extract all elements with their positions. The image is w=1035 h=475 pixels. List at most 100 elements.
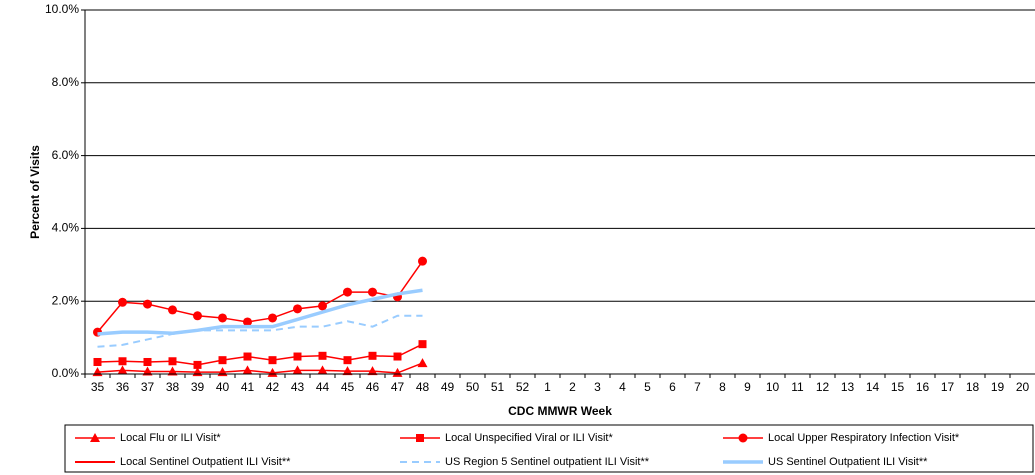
marker [268,313,277,323]
x-tick-label: 46 [366,380,380,394]
y-tick-label: 8.0% [52,75,80,89]
marker [293,304,302,314]
x-tick-label: 9 [744,380,751,394]
x-tick-label: 43 [291,380,305,394]
x-tick-label: 36 [116,380,130,394]
y-tick-label: 2.0% [52,293,80,307]
marker [193,360,202,369]
x-tick-label: 47 [391,380,405,394]
marker [143,299,152,309]
x-tick-label: 3 [594,380,601,394]
marker [417,358,428,368]
marker [218,356,227,365]
x-tick-label: 18 [966,380,980,394]
series-line [97,343,423,366]
legend-box [64,424,1034,473]
marker [243,317,252,327]
marker [418,340,427,349]
marker [318,301,327,311]
x-tick-label: 41 [241,380,255,394]
series-line [96,260,424,333]
x-tick-label: 50 [466,380,480,394]
marker [292,365,303,375]
x-tick-label: 15 [891,380,905,394]
marker [117,365,128,375]
marker [168,305,177,315]
marker [243,352,252,361]
legend-label: Local Sentinel Outpatient ILI Visit** [120,456,291,468]
x-tick-label: 37 [141,380,155,394]
marker [267,367,278,377]
x-tick-label: 38 [166,380,180,394]
marker [368,351,377,360]
y-tick-label: 6.0% [52,148,80,162]
marker [738,433,748,443]
marker [93,357,102,366]
marker [193,311,202,321]
x-tick-label: 16 [916,380,930,394]
x-tick-label: 40 [216,380,230,394]
y-axis-title: Percent of Visits [28,145,42,239]
marker [416,434,424,442]
marker [142,366,153,376]
marker [392,367,403,377]
y-tick-label: 10.0% [45,2,79,16]
legend-label: Local Flu or ILI Visit* [120,432,221,444]
legend-label: Local Unspecified Viral or ILI Visit* [445,432,613,444]
marker [343,287,352,297]
x-tick-label: 52 [516,380,530,394]
x-tick-label: 45 [341,380,355,394]
x-tick-label: 11 [791,380,804,394]
marker [343,356,352,365]
x-tick-label: 44 [316,380,330,394]
legend-label: Local Upper Respiratory Infection Visit* [768,432,960,444]
x-tick-label: 13 [841,380,855,394]
x-axis-title: CDC MMWR Week [508,404,612,418]
x-tick-label: 2 [569,380,576,394]
x-tick-label: 51 [491,380,505,394]
marker [318,351,327,360]
x-tick-label: 19 [991,380,1005,394]
marker [218,313,227,323]
legend: Local Flu or ILI Visit* Local Unspecified… [75,432,960,468]
marker [90,433,100,442]
series-line [97,362,423,374]
x-tick-label: 10 [766,380,780,394]
x-tick-label: 14 [866,380,880,394]
y-tick-label: 4.0% [52,221,80,235]
x-tick-label: 1 [544,380,551,394]
marker [368,287,377,297]
marker [242,365,253,375]
x-tick-label: 17 [941,380,955,394]
x-tick-label: 49 [441,380,455,394]
y-tick-label: 0.0% [52,366,80,380]
marker [367,366,378,376]
x-tick-label: 8 [719,380,726,394]
x-tick-label: 12 [816,380,830,394]
marker [118,297,127,307]
x-tick-label: 42 [266,380,280,394]
marker [118,357,127,366]
marker [293,352,302,361]
marker [167,366,178,376]
marker [342,366,353,376]
marker [168,357,177,366]
marker [418,256,427,266]
x-tick-label: 6 [669,380,676,394]
legend-label: US Sentinel Outpatient ILI Visit** [768,456,928,468]
x-tick-label: 5 [644,380,651,394]
x-tick-label: 4 [619,380,626,394]
x-tick-label: 7 [694,380,701,394]
x-tick-label: 20 [1016,380,1030,394]
series-line [97,288,423,336]
x-tick-label: 48 [416,380,430,394]
x-tick-label: 39 [191,380,205,394]
marker [268,356,277,365]
x-tick-label: 35 [91,380,105,394]
marker [317,365,328,375]
legend-label: US Region 5 Sentinel outpatient ILI Visi… [445,456,650,468]
marker [393,352,402,361]
marker [143,357,152,366]
